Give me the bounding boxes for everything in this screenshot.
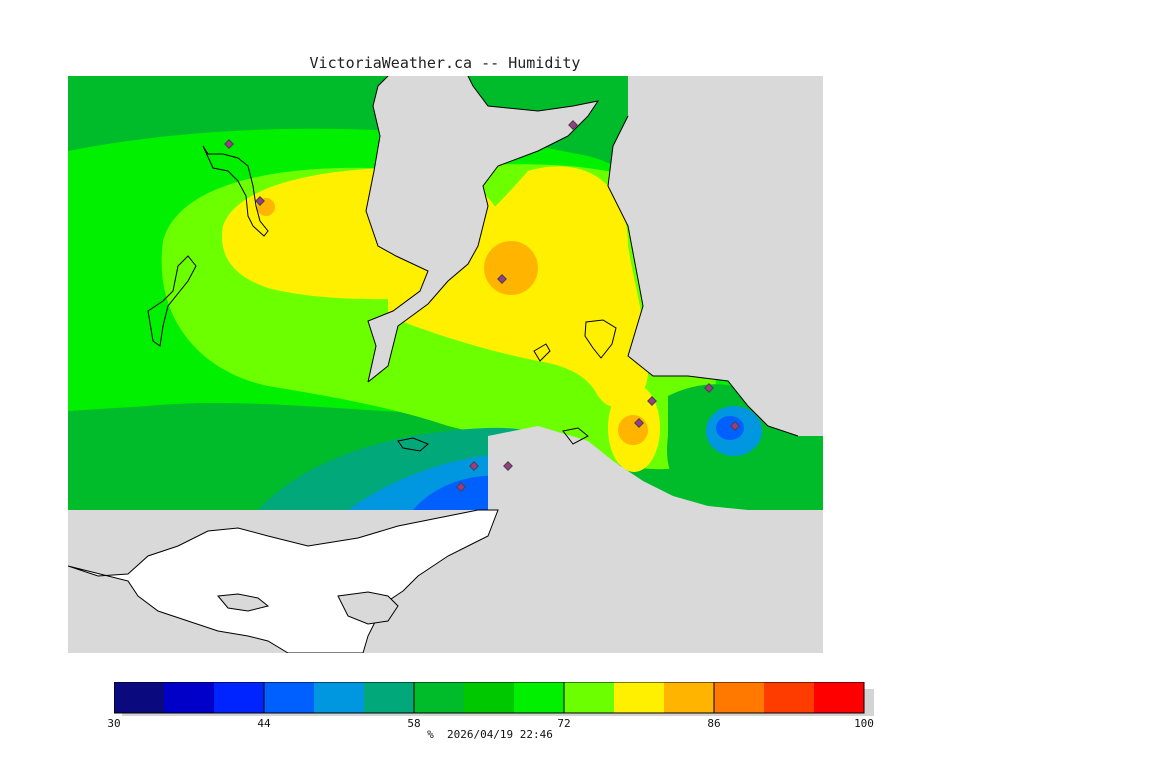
legend-swatch [164, 682, 215, 713]
legend-tick-label: 72 [557, 717, 571, 730]
legend-tick-label: 30 [107, 717, 121, 730]
east-water [608, 76, 823, 436]
coastline-inlet [202, 145, 269, 237]
contour-82-cell-south [618, 415, 648, 445]
legend-swatch [764, 682, 815, 713]
legend-swatch [714, 682, 765, 713]
legend-tick-label: 86 [707, 717, 721, 730]
legend-swatch [464, 682, 515, 713]
legend-swatch [414, 682, 465, 713]
legend-tick-label: 44 [257, 717, 271, 730]
coastline-saanich [367, 76, 600, 383]
south-water [488, 426, 823, 653]
legend-footer: % 2026/04/19 22:46 [0, 728, 980, 741]
coastlines [147, 76, 799, 452]
inlet-2 [337, 591, 399, 625]
coastline-islet-3 [562, 427, 589, 445]
legend-border [113, 681, 865, 714]
coastline-islet [533, 343, 551, 362]
legend-unit: % [427, 728, 434, 741]
station-marker[interactable] [568, 120, 578, 130]
humidity-map[interactable] [68, 76, 823, 653]
contour-50-east [716, 416, 744, 440]
station-marker[interactable] [647, 396, 657, 406]
coastline-islet-2 [397, 437, 429, 452]
station-marker[interactable] [704, 383, 714, 393]
station-marker[interactable] [456, 482, 466, 492]
coastline-lake-2 [584, 319, 617, 359]
map-title: VictoriaWeather.ca -- Humidity [309, 54, 581, 72]
inlet [217, 593, 270, 612]
legend-swatch [664, 682, 715, 713]
legend-swatch [614, 682, 665, 713]
legend-swatch [814, 682, 865, 713]
legend-swatch [564, 682, 615, 713]
legend-svg [113, 681, 874, 716]
olympic-peninsula [68, 509, 499, 653]
station-marker[interactable] [497, 274, 507, 284]
station-marker[interactable] [224, 139, 234, 149]
legend-timestamp: 2026/04/19 22:46 [446, 728, 553, 741]
contour-50 [413, 475, 503, 510]
station-marker[interactable] [634, 418, 644, 428]
station-marker[interactable] [503, 461, 513, 471]
legend-ticks [263, 682, 715, 713]
coastline-west [365, 76, 429, 383]
map-svg [68, 76, 823, 653]
weather-stations [224, 120, 740, 492]
legend-tick-label: 58 [407, 717, 421, 730]
coastline-east [607, 115, 799, 437]
contour-82-cell [484, 241, 538, 295]
station-marker[interactable] [255, 196, 265, 206]
station-marker[interactable] [469, 461, 479, 471]
legend-swatch [364, 682, 415, 713]
legend-swatch [314, 682, 365, 713]
legend-swatches [114, 682, 865, 713]
color-legend [113, 681, 876, 716]
legend-tick-label: 100 [854, 717, 874, 730]
station-marker[interactable] [730, 421, 740, 431]
legend-swatch [214, 682, 265, 713]
legend-swatch [514, 682, 565, 713]
legend-swatch [264, 682, 315, 713]
legend-swatch [114, 682, 165, 713]
coastline-lake [147, 255, 197, 347]
